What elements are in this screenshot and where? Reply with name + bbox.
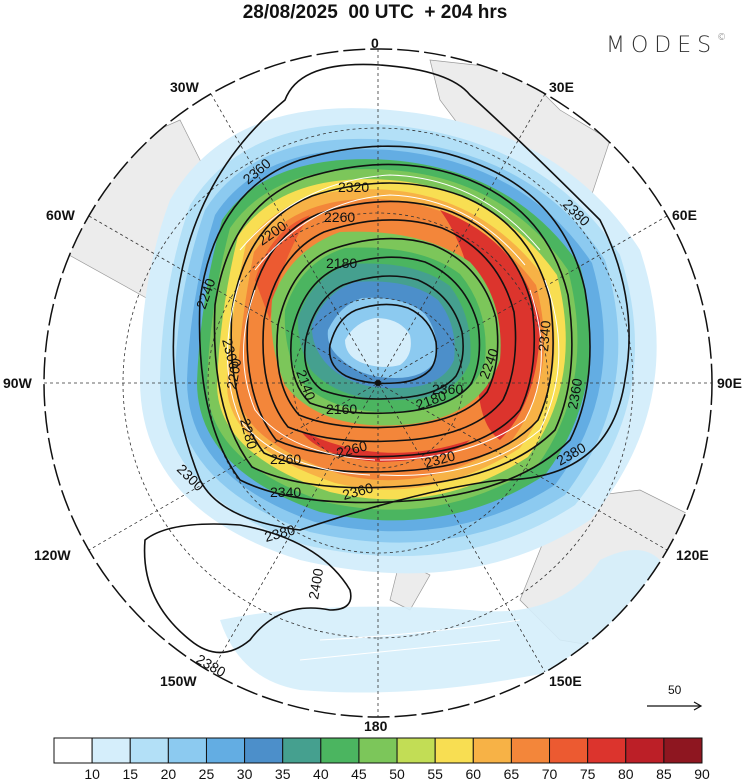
lon-label-90e: 90E <box>717 375 742 391</box>
contour-label: 2340 <box>270 484 301 500</box>
brand-logo: MODES© <box>606 33 726 58</box>
pole-marker <box>375 380 381 386</box>
lon-label-150w: 150W <box>160 673 197 689</box>
wind-scale-arrow <box>647 701 703 711</box>
graticule <box>44 49 712 717</box>
brand-mark: © <box>717 33 727 43</box>
height-contours <box>143 63 630 654</box>
lon-label-30e: 30E <box>549 79 574 95</box>
contour-label: 2360 <box>341 479 375 503</box>
contour-label: 2260 <box>324 209 355 225</box>
lon-label-120w: 120W <box>34 547 71 563</box>
contour-label: 2340 <box>535 320 554 353</box>
contour-label: 2400 <box>305 567 326 601</box>
lon-label-30w: 30W <box>170 79 199 95</box>
contour-label: 2320 <box>338 179 369 195</box>
contour-label: 2160 <box>326 401 357 417</box>
contour-label: 2360 <box>564 377 585 411</box>
map-border <box>43 48 713 718</box>
contour-label: 2180 <box>326 255 357 271</box>
lon-label-120e: 120E <box>676 547 709 563</box>
lon-label-60e: 60E <box>672 207 697 223</box>
lon-label-180: 180 <box>364 718 388 734</box>
contour-label: 2300 <box>219 337 243 371</box>
lon-label-150e: 150E <box>549 673 582 689</box>
map-title: 28/08/2025 00 UTC + 204 hrs <box>242 2 508 23</box>
contour-label: 2380 <box>194 651 229 681</box>
lon-label-90w: 90W <box>3 375 32 391</box>
contour-label: 2260 <box>270 451 301 467</box>
wind-scale-value: 50 <box>668 683 682 697</box>
contour-label: 2380 <box>263 521 297 545</box>
contour-label: 2200 <box>223 357 244 391</box>
lon-label-0: 0 <box>371 35 379 51</box>
contour-label: 2320 <box>423 447 457 471</box>
contour-label: 2260 <box>335 437 369 461</box>
contour-label: 2360 <box>432 381 463 397</box>
lon-label-60w: 60W <box>46 207 75 223</box>
wind-vectors <box>227 174 560 661</box>
contour-label: 2280 <box>237 417 261 451</box>
brand-text: MODES <box>606 33 718 58</box>
